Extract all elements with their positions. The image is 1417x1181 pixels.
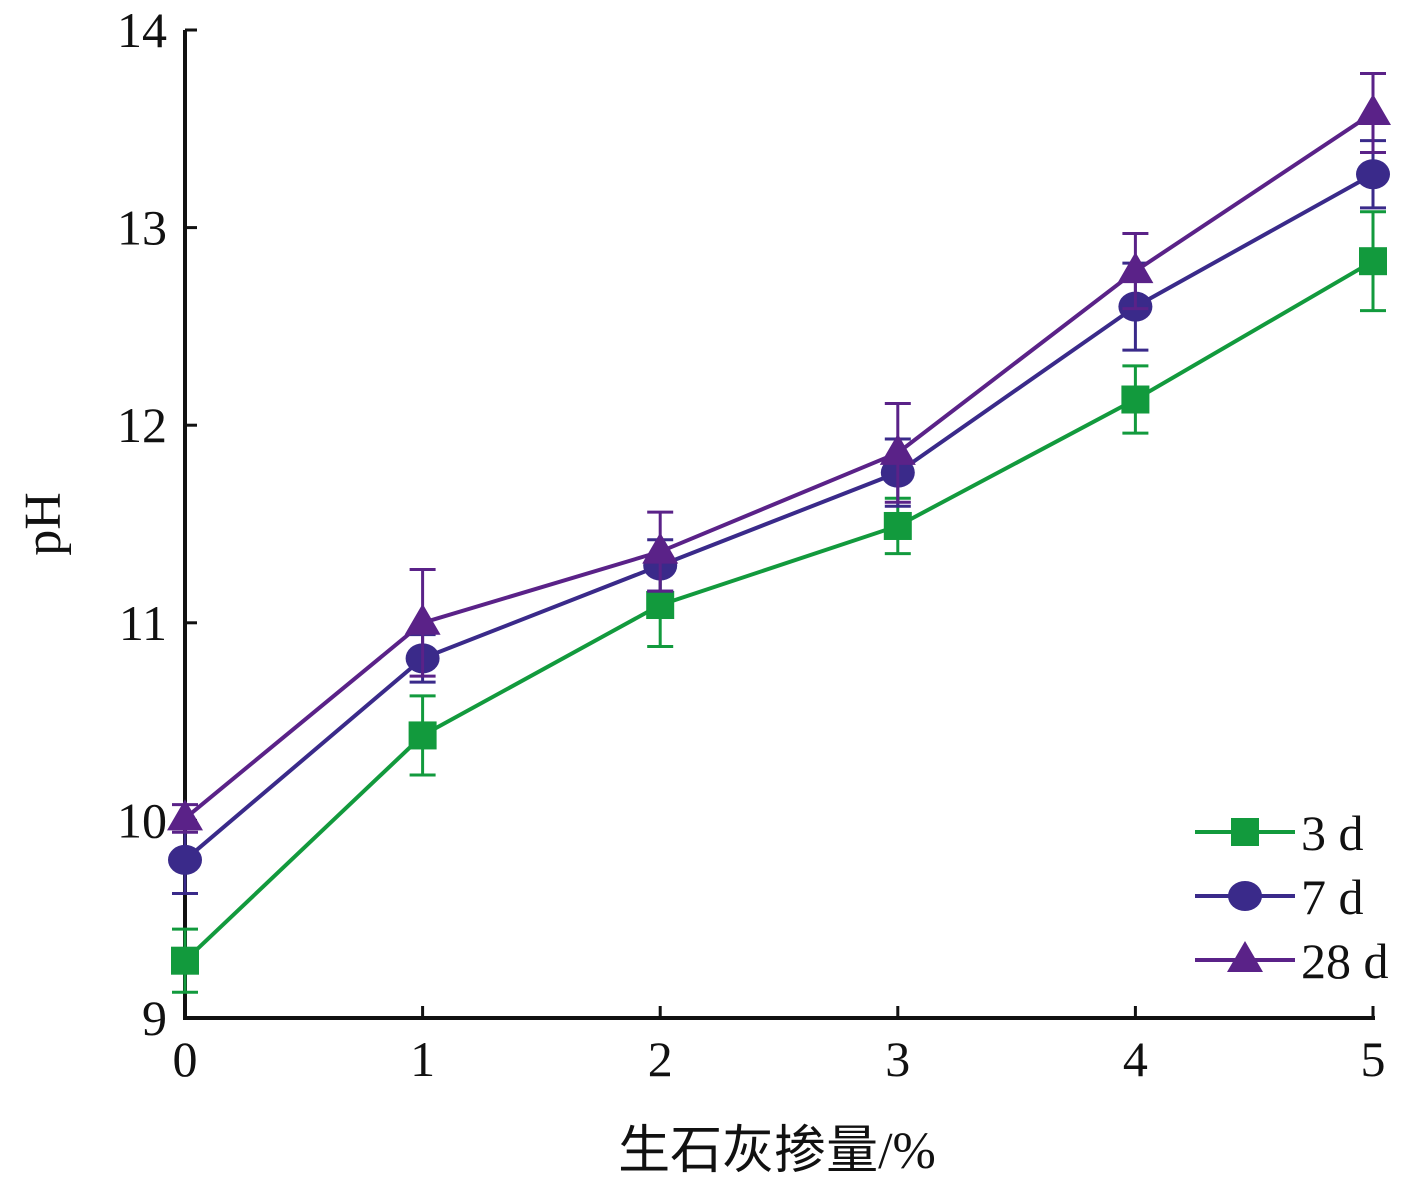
data-point — [1121, 385, 1150, 414]
data-point — [171, 946, 199, 975]
series-layer — [167, 71, 1391, 994]
legend-item: 7 d — [1195, 869, 1364, 925]
y-tick-label: 13 — [117, 200, 167, 256]
legend-marker — [1231, 818, 1259, 846]
data-point — [1117, 252, 1154, 284]
series-line — [183, 172, 1374, 862]
data-point — [408, 721, 437, 750]
data-point — [646, 591, 675, 620]
data-point — [167, 799, 203, 831]
y-tick-label: 14 — [117, 2, 167, 58]
x-tick-label: 0 — [173, 1031, 198, 1087]
x-tick-label: 2 — [648, 1031, 673, 1087]
legend-label: 28 d — [1301, 933, 1389, 989]
data-point — [883, 511, 912, 540]
y-axis-title: pH — [15, 492, 72, 556]
legend-item: 28 d — [1195, 933, 1389, 989]
legend-marker — [1227, 941, 1263, 972]
series-7d — [168, 139, 1390, 896]
data-point — [1355, 93, 1391, 125]
legend-item: 3 d — [1195, 805, 1364, 861]
y-tick-label: 10 — [117, 792, 167, 848]
data-point — [1359, 247, 1387, 276]
x-tick-label: 3 — [885, 1031, 910, 1087]
data-point — [404, 603, 441, 635]
legend-label: 3 d — [1301, 805, 1364, 861]
x-tick-label: 4 — [1123, 1031, 1148, 1087]
legend: 3 d 7 d 28 d — [1195, 805, 1389, 989]
series-line — [183, 259, 1375, 963]
y-tick-label: 11 — [119, 595, 167, 651]
series-line — [183, 111, 1375, 820]
series-28d — [167, 71, 1391, 834]
series-3d — [171, 210, 1387, 994]
data-point — [642, 532, 679, 564]
x-axis-title: 生石灰掺量/% — [618, 1123, 936, 1180]
data-point — [1356, 159, 1390, 190]
x-tick-label: 5 — [1361, 1031, 1386, 1087]
legend-label: 7 d — [1301, 869, 1364, 925]
x-tick-label: 1 — [410, 1031, 435, 1087]
y-tick-label: 9 — [142, 990, 167, 1046]
data-point — [168, 844, 202, 875]
legend-marker — [1228, 881, 1262, 911]
y-tick-label: 12 — [117, 397, 167, 453]
data-point — [879, 433, 916, 465]
